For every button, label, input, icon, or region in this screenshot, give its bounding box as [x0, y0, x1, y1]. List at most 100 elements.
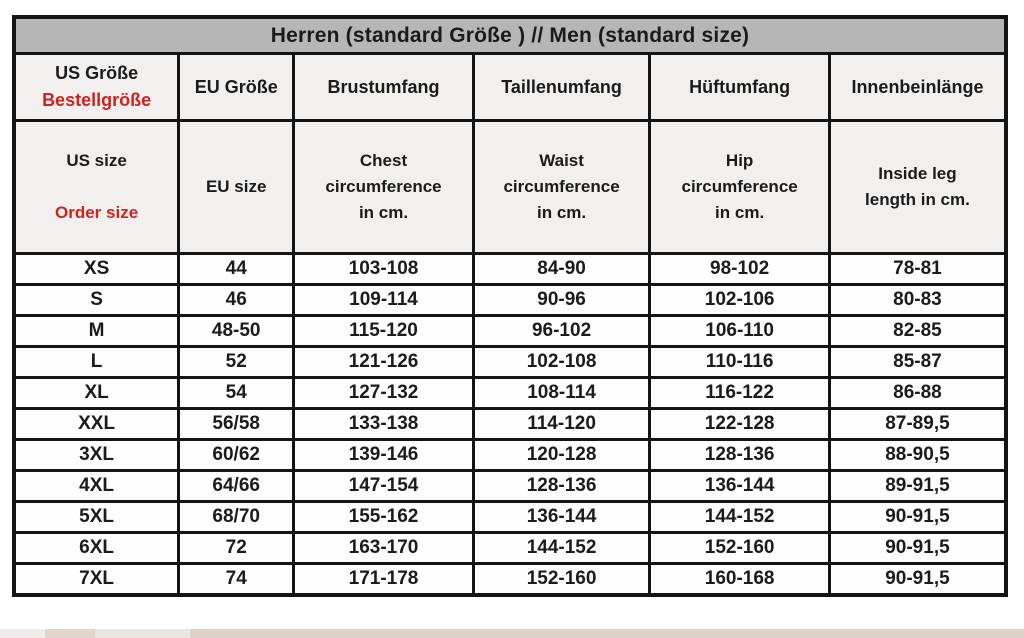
header-us-size-en: US size Order size	[12, 118, 181, 256]
bottom-strip-segment	[190, 629, 1024, 638]
waist-cell: 136-144	[471, 500, 652, 535]
waist-cell: 96-102	[471, 314, 652, 349]
chest-cell: 171-178	[292, 562, 475, 597]
header-hip-de: Hüftumfang	[648, 52, 831, 122]
chest-cell: 109-114	[292, 283, 475, 318]
chest-cell: 163-170	[292, 531, 475, 566]
header-chest-en: Chest circumference in cm.	[292, 118, 475, 256]
chest-cell: 127-132	[292, 376, 475, 411]
header-chest-de: Brustumfang	[292, 52, 475, 122]
us-size-cell: L	[12, 345, 181, 380]
chest-cell: 139-146	[292, 438, 475, 473]
hip-cell: 152-160	[648, 531, 831, 566]
table-row: S 46 109-114 90-96 102-106 80-83	[12, 283, 1008, 318]
table-row: XS 44 103-108 84-90 98-102 78-81	[12, 252, 1008, 287]
us-size-cell: S	[12, 283, 181, 318]
chest-cell: 133-138	[292, 407, 475, 442]
table-row: 5XL 68/70 155-162 136-144 144-152 90-91,…	[12, 500, 1008, 535]
table-row: 4XL 64/66 147-154 128-136 136-144 89-91,…	[12, 469, 1008, 504]
bottom-image-strip	[0, 629, 1024, 638]
inseam-cell: 90-91,5	[827, 500, 1008, 535]
header-order-size-label: Order size	[55, 203, 139, 223]
header-us-groesse-label: US Größe	[55, 63, 139, 83]
bottom-strip-segment	[95, 629, 190, 638]
hip-cell: 144-152	[648, 500, 831, 535]
bottom-strip-segment	[45, 629, 95, 638]
hip-cell: 106-110	[648, 314, 831, 349]
chest-cell: 155-162	[292, 500, 475, 535]
eu-size-cell: 56/58	[177, 407, 296, 442]
waist-cell: 108-114	[471, 376, 652, 411]
header-eu-size-en: EU size	[177, 118, 296, 256]
table-title: Herren (standard Größe ) // Men (standar…	[12, 15, 1008, 55]
us-size-cell: XS	[12, 252, 181, 287]
chest-cell: 103-108	[292, 252, 475, 287]
inseam-cell: 82-85	[827, 314, 1008, 349]
eu-size-cell: 74	[177, 562, 296, 597]
eu-size-cell: 68/70	[177, 500, 296, 535]
bottom-strip-segment	[0, 629, 45, 638]
inseam-cell: 85-87	[827, 345, 1008, 380]
header-row-english: US size Order size EU size Chest circumf…	[12, 118, 1008, 256]
eu-size-cell: 48-50	[177, 314, 296, 349]
us-size-cell: 3XL	[12, 438, 181, 473]
us-size-cell: M	[12, 314, 181, 349]
inseam-cell: 88-90,5	[827, 438, 1008, 473]
eu-size-cell: 72	[177, 531, 296, 566]
eu-size-cell: 44	[177, 252, 296, 287]
waist-cell: 152-160	[471, 562, 652, 597]
inseam-cell: 89-91,5	[827, 469, 1008, 504]
us-size-cell: 4XL	[12, 469, 181, 504]
inseam-cell: 87-89,5	[827, 407, 1008, 442]
size-chart-table: Herren (standard Größe ) // Men (standar…	[12, 15, 1008, 598]
table-row: 6XL 72 163-170 144-152 152-160 90-91,5	[12, 531, 1008, 566]
eu-size-cell: 46	[177, 283, 296, 318]
header-row-german: US Größe Bestellgröße EU Größe Brustumfa…	[12, 52, 1008, 122]
inseam-cell: 90-91,5	[827, 562, 1008, 597]
table-row: XXL 56/58 133-138 114-120 122-128 87-89,…	[12, 407, 1008, 442]
inseam-cell: 90-91,5	[827, 531, 1008, 566]
header-us-size-label: US size	[66, 151, 127, 171]
eu-size-cell: 64/66	[177, 469, 296, 504]
header-hip-en: Hip circumference in cm.	[648, 118, 831, 256]
chest-cell: 115-120	[292, 314, 475, 349]
us-size-cell: 5XL	[12, 500, 181, 535]
waist-cell: 144-152	[471, 531, 652, 566]
inseam-cell: 80-83	[827, 283, 1008, 318]
header-bestellgroesse-label: Bestellgröße	[42, 90, 152, 110]
hip-cell: 98-102	[648, 252, 831, 287]
waist-cell: 120-128	[471, 438, 652, 473]
hip-cell: 122-128	[648, 407, 831, 442]
hip-cell: 128-136	[648, 438, 831, 473]
header-waist-de: Taillenumfang	[471, 52, 652, 122]
eu-size-cell: 54	[177, 376, 296, 411]
table-row: XL 54 127-132 108-114 116-122 86-88	[12, 376, 1008, 411]
waist-cell: 90-96	[471, 283, 652, 318]
us-size-cell: XL	[12, 376, 181, 411]
chest-cell: 147-154	[292, 469, 475, 504]
table-row: M 48-50 115-120 96-102 106-110 82-85	[12, 314, 1008, 349]
us-size-cell: 7XL	[12, 562, 181, 597]
table-row: 3XL 60/62 139-146 120-128 128-136 88-90,…	[12, 438, 1008, 473]
eu-size-cell: 52	[177, 345, 296, 380]
us-size-cell: XXL	[12, 407, 181, 442]
us-size-cell: 6XL	[12, 531, 181, 566]
waist-cell: 84-90	[471, 252, 652, 287]
waist-cell: 114-120	[471, 407, 652, 442]
chest-cell: 121-126	[292, 345, 475, 380]
waist-cell: 102-108	[471, 345, 652, 380]
hip-cell: 102-106	[648, 283, 831, 318]
header-waist-en: Waist circumference in cm.	[471, 118, 652, 256]
inseam-cell: 78-81	[827, 252, 1008, 287]
header-inseam-de: Innenbeinlänge	[827, 52, 1008, 122]
header-us-size-de: US Größe Bestellgröße	[12, 52, 181, 122]
hip-cell: 136-144	[648, 469, 831, 504]
hip-cell: 160-168	[648, 562, 831, 597]
size-table-body: XS 44 103-108 84-90 98-102 78-81 S 46 10…	[12, 252, 1008, 597]
inseam-cell: 86-88	[827, 376, 1008, 411]
header-inseam-en: Inside leg length in cm.	[827, 118, 1008, 256]
hip-cell: 110-116	[648, 345, 831, 380]
table-title-row: Herren (standard Größe ) // Men (standar…	[12, 15, 1008, 55]
waist-cell: 128-136	[471, 469, 652, 504]
